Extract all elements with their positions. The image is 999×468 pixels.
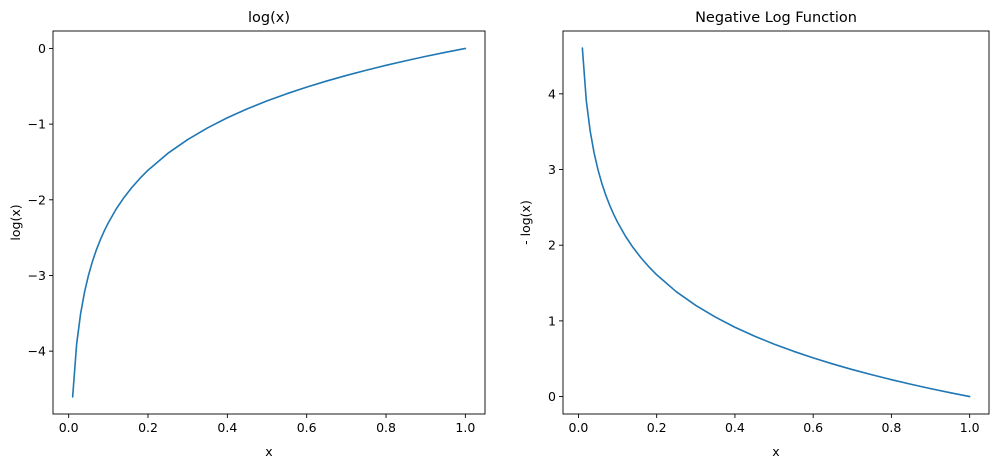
- x-tick-label: 0.8: [376, 420, 396, 435]
- x-tick-label: 1.0: [960, 420, 980, 435]
- y-tick-label: −1: [28, 117, 46, 132]
- y-tick-label: −3: [28, 268, 46, 283]
- x-axis-label: x: [772, 444, 779, 459]
- x-tick-label: 0.2: [138, 420, 158, 435]
- y-axis-label: - log(x): [518, 200, 533, 245]
- x-tick-label: 0.6: [803, 420, 823, 435]
- chart-log-x: 0.0 0.2 0.4 0.6 0.8 1.0 0 −1 −2 −3 −4 log(x) x log(x): [8, 10, 486, 459]
- y-tick-label: −4: [28, 344, 46, 359]
- series-line-0: [581, 47, 971, 398]
- y-tick-label: 4: [548, 86, 556, 101]
- axes-frame: [52, 30, 486, 415]
- axes-frame: [562, 30, 990, 415]
- y-axis-label: log(x): [8, 204, 23, 240]
- chart-negative-log: 0.0 0.2 0.4 0.6 0.8 1.0 0 1 2 3 4 Negative Log Func…: [518, 10, 990, 459]
- x-tick-label: 0.6: [297, 420, 317, 435]
- x-tick-label: 0.2: [647, 420, 667, 435]
- y-tick-label: 0: [38, 41, 46, 56]
- y-tick-label: 1: [548, 313, 556, 328]
- y-tick-label: 0: [548, 389, 556, 404]
- x-tick-label: 1.0: [455, 420, 475, 435]
- x-axis-label: x: [265, 444, 272, 459]
- x-tick-label: 0.8: [881, 420, 901, 435]
- x-tick-label: 0.4: [217, 420, 237, 435]
- x-tick-label: 0.4: [725, 420, 745, 435]
- x-tick-label: 0.0: [569, 420, 589, 435]
- x-tick-label: 0.0: [59, 420, 79, 435]
- y-tick-label: 3: [548, 162, 556, 177]
- y-tick-label: 2: [548, 238, 556, 253]
- series-line-0: [71, 47, 467, 398]
- chart-title: Negative Log Function: [695, 10, 857, 26]
- chart-title: log(x): [248, 10, 290, 26]
- y-tick-label: −2: [28, 192, 46, 207]
